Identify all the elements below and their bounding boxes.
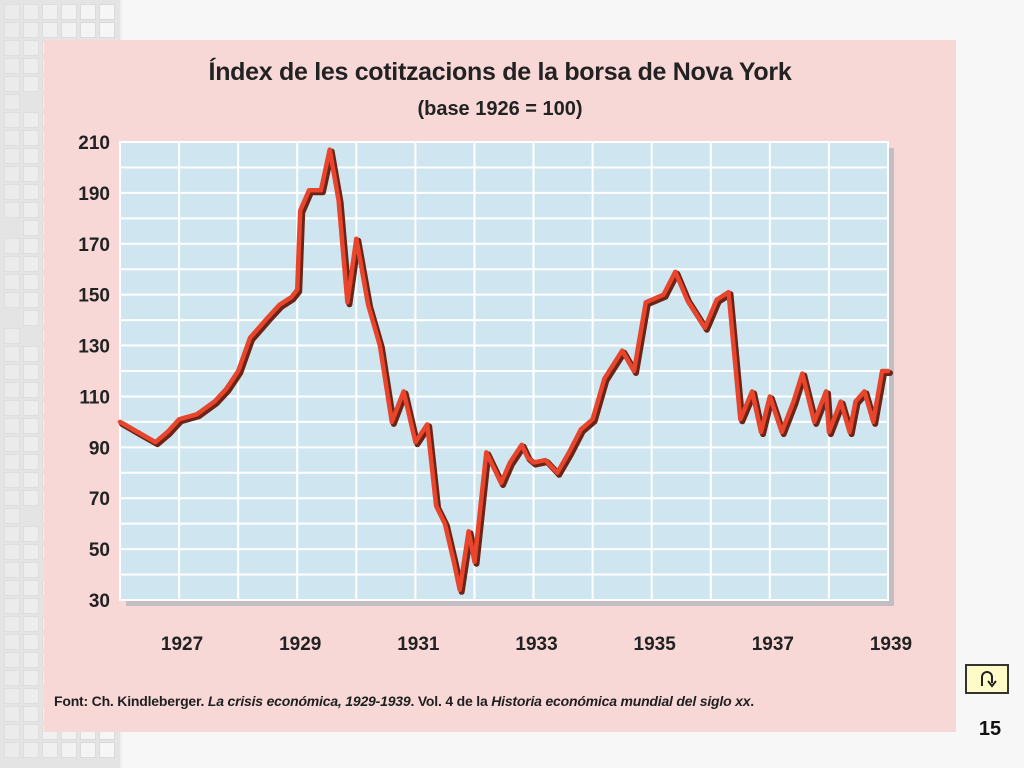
source-book-title: La crisis económica, 1929-1939 [208, 693, 411, 709]
return-arrow-icon [974, 668, 1000, 690]
source-suffix: . [750, 693, 754, 709]
y-tick-label: 190 [78, 184, 110, 205]
y-tick-label: 130 [78, 337, 110, 358]
y-tick-label: 150 [78, 286, 110, 307]
y-tick-label: 30 [89, 591, 110, 612]
source-citation: Font: Ch. Kindleberger. La crisis económ… [54, 693, 954, 709]
source-middle: . Vol. 4 de la [410, 693, 491, 709]
y-tick-label: 110 [79, 387, 110, 408]
x-tick-label: 1933 [515, 634, 557, 655]
y-tick-label: 50 [89, 540, 110, 561]
x-tick-label: 1931 [397, 634, 440, 655]
x-tick-label: 1937 [752, 634, 794, 655]
x-tick-label: 1935 [634, 634, 677, 655]
x-tick-label: 1939 [870, 634, 912, 655]
x-tick-label: 1929 [279, 634, 321, 655]
y-tick-label: 70 [89, 489, 110, 510]
y-tick-label: 90 [89, 438, 110, 459]
source-series-title: Historia económica mundial del siglo xx [491, 693, 750, 709]
source-prefix: Font: Ch. Kindleberger. [54, 693, 208, 709]
y-tick-label: 170 [78, 235, 110, 256]
return-button[interactable] [965, 664, 1009, 694]
x-tick-label: 1927 [161, 634, 203, 655]
y-tick-label: 210 [78, 133, 110, 154]
page-number: 15 [970, 718, 1010, 741]
